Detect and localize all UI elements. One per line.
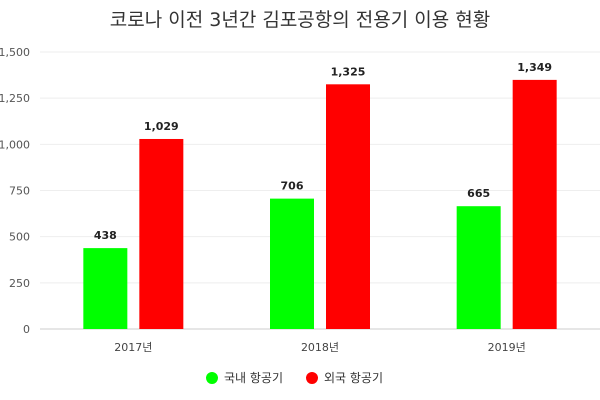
y-tick-label: 0: [23, 323, 30, 336]
grid: [40, 51, 600, 330]
data-label: 706: [281, 180, 304, 193]
bar[interactable]: [326, 84, 370, 329]
chart-title: 코로나 이전 3년간 김포공항의 전용기 이용 현황: [110, 9, 490, 31]
y-tick-label: 1,000: [0, 138, 30, 151]
y-tick-label: 750: [9, 185, 30, 198]
legend-item[interactable]: 외국 항공기: [306, 371, 383, 385]
bar[interactable]: [83, 248, 128, 329]
bar[interactable]: [456, 206, 501, 329]
x-tick-label: 2018년: [301, 341, 339, 354]
legend-marker: [306, 372, 318, 384]
data-label: 1,349: [517, 61, 552, 74]
y-tick-label: 500: [9, 231, 30, 244]
y-axis: 0 250 500 750 1,000 1,250 1,500: [0, 46, 30, 336]
data-label: 1,325: [331, 65, 366, 78]
data-labels: 438 1,029 706 1,325 665 1,349: [94, 61, 552, 242]
data-label: 1,029: [144, 120, 179, 133]
bar[interactable]: [512, 79, 557, 329]
x-tick-label: 2019년: [488, 341, 526, 354]
y-tick-label: 250: [9, 277, 30, 290]
legend[interactable]: 국내 항공기 외국 항공기: [206, 371, 383, 385]
y-tick-label: 1,250: [0, 92, 30, 105]
bar[interactable]: [139, 138, 184, 329]
y-tick-label: 1,500: [0, 46, 30, 59]
legend-label: 외국 항공기: [324, 371, 383, 385]
x-tick-label: 2017년: [114, 341, 152, 354]
data-label: 438: [94, 229, 117, 242]
data-label: 665: [467, 187, 490, 200]
legend-marker: [206, 372, 218, 384]
legend-item[interactable]: 국내 항공기: [206, 371, 283, 385]
bar[interactable]: [270, 198, 314, 329]
x-axis: 2017년 2018년 2019년: [114, 341, 525, 354]
legend-label: 국내 항공기: [224, 371, 283, 385]
bars: [83, 79, 557, 329]
